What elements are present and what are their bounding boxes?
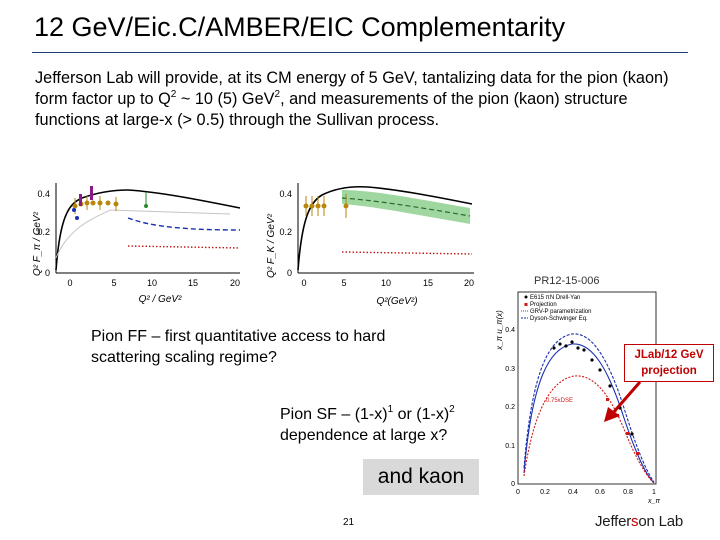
logo-mark: s bbox=[631, 513, 639, 530]
pion-sf-annotation: 0.75xDSE bbox=[546, 398, 573, 404]
intro-paragraph: Jefferson Lab will provide, at its CM en… bbox=[35, 68, 695, 131]
pion-ff-ytick-3: 0 bbox=[45, 268, 50, 278]
pion-sf-xlabel: x_π bbox=[647, 498, 660, 505]
intro-text-1: Jefferson Lab will provide, at its CM en… bbox=[35, 69, 669, 108]
pion-ff-xtick-3: 10 bbox=[147, 278, 157, 288]
pion-sf-xtick-4: 0.6 bbox=[595, 489, 605, 496]
page-number: 21 bbox=[343, 517, 355, 528]
intro-sup-2: 2 bbox=[274, 89, 281, 100]
slide-title: 12 GeV/Eic.C/AMBER/EIC Complementarity bbox=[34, 12, 566, 42]
kaon-ff-xtick-3: 10 bbox=[381, 278, 391, 288]
pion-sf-ytick-1: 0.4 bbox=[505, 327, 515, 334]
pion-sf-frame bbox=[517, 291, 657, 485]
callout-line-1: JLab/12 GeV bbox=[634, 349, 704, 361]
kaon-ff-band-center bbox=[341, 197, 471, 217]
kaon-ff-xtick-4: 15 bbox=[423, 278, 433, 288]
kaon-ff-ylabel: Q² F_K / GeV² bbox=[266, 213, 277, 278]
pion-ff-xtick-1: 0 bbox=[67, 278, 72, 288]
pion-ff-ytick-1: 0.4 bbox=[37, 189, 50, 199]
kaon-ff-red-dotted bbox=[341, 251, 473, 255]
pion-sf-dse-curve bbox=[523, 333, 655, 483]
pion-ff-existing-data bbox=[72, 186, 148, 220]
kaon-box: and kaon bbox=[363, 459, 479, 495]
pion-ff-ytick-2: 0.2 bbox=[37, 227, 50, 237]
intro-sup-1: 2 bbox=[170, 89, 177, 100]
kaon-ff-ytick-3: 0 bbox=[287, 268, 292, 278]
kaon-ff-xtick-5: 20 bbox=[464, 278, 474, 288]
pion-sf-caption: Pion SF – (1-x)1 or (1-x)2 dependence at … bbox=[280, 404, 490, 446]
pion-ff-plot: Q² F_π / GeV² 0.4 0.2 0 0 5 10 15 20 Q² … bbox=[32, 183, 241, 305]
pion-sf-legend-1: E615 πN Drell-Yan bbox=[530, 295, 580, 301]
pion-ff-xtick-2: 5 bbox=[111, 278, 116, 288]
kaon-ff-ytick-2: 0.2 bbox=[279, 227, 292, 237]
pion-sf-075dse-curve bbox=[523, 375, 655, 484]
pion-ff-caption: Pion FF – first quantitative access to h… bbox=[91, 328, 386, 366]
intro-text-3: , and measurements of the pion (kaon) st… bbox=[35, 90, 628, 129]
kaon-ff-data-points bbox=[303, 194, 349, 218]
intro-text-2: ~ 10 (5) GeV bbox=[176, 90, 275, 108]
pion-ff-blue-dashed bbox=[127, 217, 241, 231]
pion-ff-ylabel: Q² F_π / GeV² bbox=[32, 211, 43, 276]
pion-sf-legend-3: GRV-P parametrization bbox=[530, 309, 591, 315]
pion-sf-grv-curve bbox=[523, 343, 655, 484]
pion-sf-xtick-3: 0.4 bbox=[568, 489, 578, 496]
kaon-ff-curve bbox=[297, 185, 473, 271]
pion-ff-xtick-5: 20 bbox=[230, 278, 240, 288]
pion-ff-xlabel: Q² / GeV² bbox=[139, 294, 182, 305]
logo-text-right: on Lab bbox=[638, 513, 684, 530]
kaon-ff-xlabel: Q²(GeV²) bbox=[376, 296, 417, 307]
jlab-projection-callout: JLab/12 GeV projection bbox=[624, 344, 714, 382]
pion-sf-text-3: dependence at large x? bbox=[280, 427, 448, 444]
callout-line-2: projection bbox=[641, 365, 697, 377]
pion-sf-xtick-6: 1 bbox=[652, 489, 656, 496]
pion-sf-legend-2: Projection bbox=[530, 302, 557, 308]
callout-arrow bbox=[604, 381, 642, 422]
pion-sf-e615-points bbox=[552, 340, 634, 436]
pion-sf-text-2: or (1-x) bbox=[393, 406, 450, 423]
pion-sf-xtick-5: 0.8 bbox=[623, 489, 633, 496]
pion-sf-ylabel: x_π u_π(x) bbox=[495, 310, 504, 351]
pion-sf-ytick-2: 0.3 bbox=[505, 366, 515, 373]
pion-ff-curve bbox=[55, 189, 241, 271]
pion-sf-ytick-3: 0.2 bbox=[505, 404, 515, 411]
pion-sf-xtick-1: 0 bbox=[516, 489, 520, 496]
pion-ff-red-dotted bbox=[127, 245, 241, 249]
pion-sf-sup-1: 1 bbox=[387, 404, 394, 415]
pion-sf-sup-2: 2 bbox=[449, 404, 455, 415]
kaon-ff-ytick-1: 0.4 bbox=[279, 189, 292, 199]
jefferson-lab-logo: Jefferson Lab bbox=[595, 513, 683, 530]
kaon-ff-xtick-2: 5 bbox=[341, 278, 346, 288]
pion-sf-plot-label: PR12-15-006 bbox=[534, 275, 599, 287]
kaon-ff-xtick-1: 0 bbox=[301, 278, 306, 288]
pion-sf-plot: PR12-15-006 x_π u_π(x) 0.4 0.3 0.2 0.1 0… bbox=[495, 275, 660, 505]
title-divider bbox=[32, 52, 688, 53]
pion-sf-text-1: Pion SF – (1-x) bbox=[280, 406, 388, 423]
kaon-ff-plot: Q² F_K / GeV² 0.4 0.2 0 0 5 10 15 20 Q²(… bbox=[266, 183, 474, 307]
pion-sf-xtick-2: 0.2 bbox=[540, 489, 550, 496]
pion-ff-xtick-4: 15 bbox=[188, 278, 198, 288]
kaon-ff-band bbox=[342, 190, 470, 224]
pion-sf-ytick-4: 0.1 bbox=[505, 443, 515, 450]
pion-sf-legend: E615 πN Drell-Yan Projection GRV-P param… bbox=[521, 295, 591, 322]
pion-sf-legend-4: Dyson-Schwinger Eq. bbox=[530, 316, 588, 322]
pion-sf-ytick-5: 0 bbox=[511, 481, 515, 488]
pion-ff-grey-curve bbox=[55, 209, 231, 259]
logo-text-left: Jeffer bbox=[595, 513, 632, 530]
